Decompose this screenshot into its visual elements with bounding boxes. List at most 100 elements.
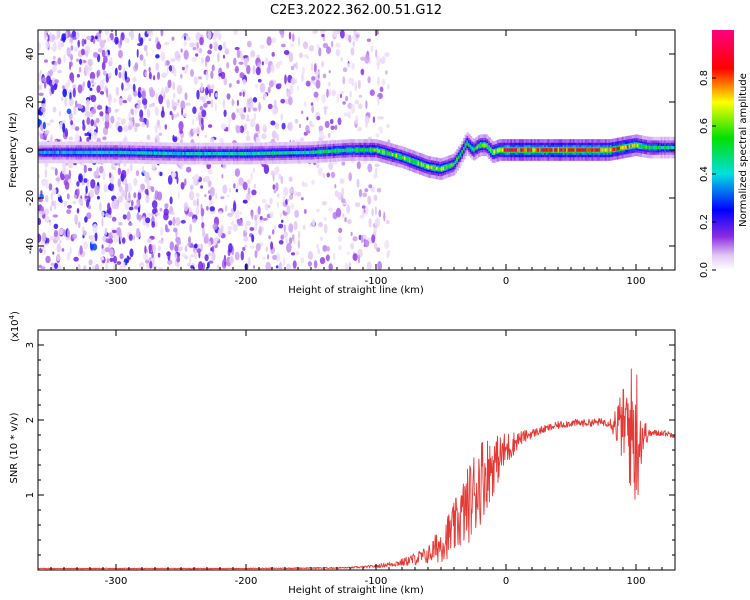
spectrogram-noise-cell bbox=[87, 58, 93, 66]
spectrogram-ridge-cell bbox=[620, 146, 623, 150]
spectrogram-noise-cell bbox=[154, 106, 159, 117]
spectrogram-noise-cell bbox=[188, 236, 191, 244]
spectrogram-noise-cell bbox=[49, 222, 52, 226]
spectrogram-ridge-cell bbox=[581, 148, 584, 152]
spectrogram-noise-cell bbox=[104, 247, 110, 253]
spectrogram-noise-cell bbox=[375, 49, 378, 59]
spectrogram-noise-cell bbox=[339, 93, 343, 99]
spectrogram-ridge-cell bbox=[501, 148, 505, 152]
spectrogram-noise-cell bbox=[318, 125, 324, 131]
spectrogram-ridge-cell bbox=[632, 144, 635, 148]
spectrogram-noise-cell bbox=[348, 261, 352, 270]
spectrogram-noise-cell bbox=[312, 30, 317, 35]
spectrogram-noise-cell bbox=[183, 33, 189, 37]
spectrogram-noise-cell bbox=[104, 30, 109, 36]
spectrogram-noise-cell bbox=[293, 239, 296, 244]
spectrogram-noise-cell bbox=[159, 207, 163, 212]
spectrogram-noise-cell bbox=[238, 61, 244, 65]
spectrogram-noise-cell bbox=[57, 40, 62, 51]
spectrogram-noise-cell bbox=[346, 204, 351, 214]
spectrogram-noise-cell bbox=[342, 67, 348, 73]
spectrogram-noise-cell bbox=[40, 206, 45, 212]
spectrogram-noise-cell bbox=[85, 50, 89, 58]
spectrogram-ridge-cell bbox=[128, 151, 131, 155]
spectrogram-ridge-cell bbox=[341, 148, 344, 153]
spectrogram-noise-cell bbox=[286, 88, 292, 98]
spectrogram-noise-cell bbox=[198, 47, 203, 54]
spectrogram-noise-cell bbox=[48, 183, 53, 191]
spectrogram-ridge-cell bbox=[412, 159, 415, 163]
spectrogram-noise-cell bbox=[43, 32, 48, 41]
spectrogram-noise-cell bbox=[288, 237, 293, 245]
spectrogram-noise-cell bbox=[103, 70, 107, 76]
spectrogram-noise-cell bbox=[236, 49, 241, 59]
spectrogram-noise-cell bbox=[254, 250, 258, 259]
spectrogram-noise-cell bbox=[110, 177, 114, 185]
spectrogram-noise-cell bbox=[327, 133, 331, 138]
snr-x-tick-label: -100 bbox=[365, 576, 388, 587]
spectrogram-noise-cell bbox=[292, 234, 295, 241]
spectrogram-noise-cell bbox=[231, 220, 235, 227]
spectrogram-ridge-cell bbox=[659, 145, 662, 150]
spectrogram-noise-cell bbox=[44, 59, 48, 63]
spectrogram-noise-cell bbox=[267, 254, 270, 260]
spectrogram-noise-cell bbox=[52, 106, 57, 113]
spectrogram-noise-cell bbox=[192, 106, 197, 114]
spectrogram-noise-cell bbox=[195, 126, 201, 135]
spectrogram-noise-cell bbox=[273, 99, 277, 109]
spectrogram-noise-cell bbox=[119, 253, 124, 260]
spectrogram-noise-cell bbox=[204, 134, 208, 138]
spectrogram-ridge-cell bbox=[140, 151, 143, 155]
spectrogram-noise-cell bbox=[139, 117, 145, 122]
spectrogram-ridge-cell bbox=[628, 144, 632, 149]
spectrogram-noise-cell bbox=[311, 218, 316, 227]
spectrogram-noise-cell bbox=[207, 49, 212, 55]
spectrogram-ridge-cell bbox=[386, 151, 390, 155]
spectrogram-noise-cell bbox=[196, 41, 199, 50]
spectrogram-noise-cell bbox=[96, 166, 99, 177]
spectrogram-noise-cell bbox=[207, 261, 210, 269]
spectrogram-noise-cell bbox=[52, 188, 57, 196]
spectrogram-noise-cell bbox=[62, 123, 66, 133]
spectrogram-ridge-cell bbox=[84, 150, 87, 155]
spectrogram-noise-cell bbox=[77, 39, 80, 48]
spectrogram-noise-cell bbox=[332, 161, 338, 165]
spectrogram-noise-cell bbox=[146, 212, 152, 218]
spectrogram-ridge-cell bbox=[106, 150, 109, 155]
spectrogram-noise-cell bbox=[136, 104, 141, 110]
spectrogram-ridge-cell bbox=[606, 148, 610, 152]
spectrogram-noise-cell bbox=[144, 71, 148, 77]
spectrogram-ridge-cell bbox=[87, 150, 91, 155]
spectrogram-ridge-cell bbox=[515, 148, 518, 152]
spectrogram-noise-cell bbox=[90, 235, 96, 245]
spectrogram-noise-cell bbox=[89, 87, 93, 92]
spectrogram-noise-cell bbox=[311, 179, 315, 185]
spectrogram-noise-cell bbox=[50, 134, 53, 144]
spectrogram-noise-cell bbox=[121, 70, 126, 81]
spectrogram-noise-cell bbox=[194, 243, 198, 249]
spectrogram-ridge-cell bbox=[285, 151, 289, 155]
spectrogram-ridge-cell bbox=[589, 148, 593, 152]
spectrogram-ridge-cell bbox=[642, 144, 645, 149]
spectrogram-ridge-cell bbox=[513, 148, 517, 152]
spectrogram-noise-cell bbox=[76, 208, 80, 214]
spectrogram-noise-cell bbox=[217, 52, 220, 63]
spectrogram-noise-cell bbox=[334, 184, 337, 189]
spectrogram-ridge-cell bbox=[495, 149, 498, 153]
spectrogram-noise-cell bbox=[119, 232, 123, 242]
spectrogram-noise-cell bbox=[46, 237, 50, 244]
spectrogram-ridge-cell bbox=[552, 148, 556, 152]
snr-y-multiplier: (x104) bbox=[8, 311, 21, 342]
spectrogram-noise-cell bbox=[84, 195, 90, 199]
spectrogram-noise-cell bbox=[265, 246, 269, 252]
spectrogram-ridge-cell bbox=[337, 149, 341, 153]
spectrogram-ridge-cell bbox=[272, 151, 275, 155]
spectrogram-ridge-cell bbox=[385, 151, 388, 155]
spectrogram-ridge-cell bbox=[449, 164, 453, 168]
spectrogram-y-axis-label: Frequency (Hz) bbox=[8, 112, 19, 188]
spectrogram-noise-cell bbox=[151, 265, 158, 269]
spectrogram-noise-cell bbox=[87, 80, 91, 89]
spectrogram-noise-cell bbox=[294, 209, 299, 218]
spectrogram-noise-cell bbox=[167, 79, 172, 89]
spectrogram-noise-cell bbox=[183, 41, 187, 47]
